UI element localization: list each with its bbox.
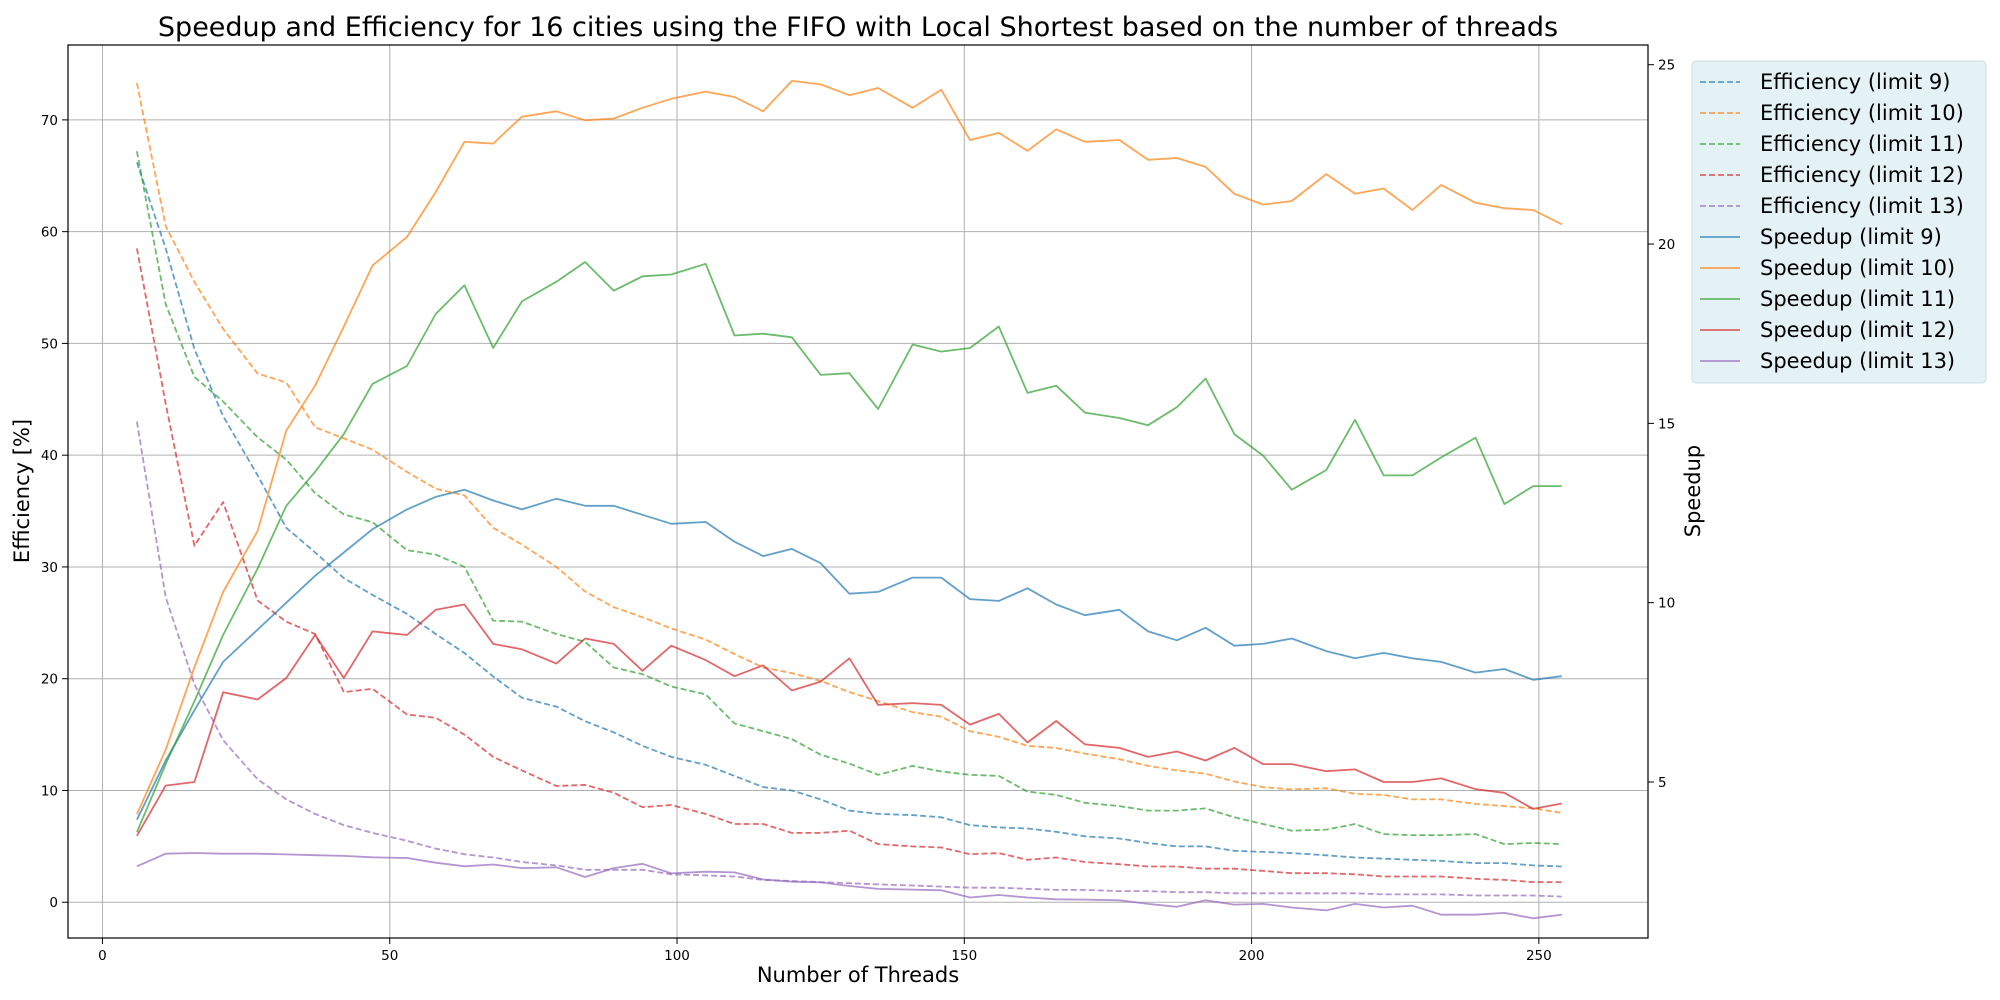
- x-tick-label: 0: [98, 948, 107, 964]
- grid: [68, 45, 1648, 938]
- series-line-speedup-limit-9: [136, 488, 1562, 821]
- series-line-efficiency-limit-11: [136, 151, 1562, 845]
- y-tick-label: 60: [41, 225, 58, 241]
- y2-tick-label: 5: [1658, 775, 1667, 791]
- y-tick-label: 30: [41, 560, 58, 576]
- legend-label-efficiency-limit-10: Efficiency (limit 10): [1760, 101, 1964, 125]
- series-line-speedup-limit-13: [136, 852, 1562, 920]
- plot-frame: [67, 44, 1649, 939]
- legend-label-speedup-limit-10: Speedup (limit 10): [1760, 256, 1955, 280]
- series-line-efficiency-limit-12: [136, 248, 1562, 883]
- x-tick-label: 150: [951, 948, 977, 964]
- y2-tick-label: 10: [1658, 596, 1675, 612]
- y-tick-label: 0: [49, 895, 58, 911]
- legend-label-efficiency-limit-11: Efficiency (limit 11): [1760, 132, 1964, 156]
- legend: Efficiency (limit 9) Efficiency (limit 10…: [1691, 60, 1987, 384]
- chart-title: Speedup and Efficiency for 16 cities usi…: [158, 12, 1558, 43]
- series-line-efficiency-limit-13: [136, 421, 1562, 898]
- legend-label-speedup-limit-11: Speedup (limit 11): [1760, 287, 1955, 311]
- y-tick-label: 40: [41, 448, 58, 464]
- y-axis-label: Efficiency [%]: [10, 419, 34, 563]
- x-tick-label: 50: [381, 948, 398, 964]
- legend-label-efficiency-limit-12: Efficiency (limit 12): [1760, 163, 1964, 187]
- y2-axis-label: Speedup: [1681, 445, 1705, 537]
- x-tick-label: 200: [1239, 948, 1265, 964]
- y-tick-label: 20: [41, 672, 58, 688]
- legend-label-speedup-limit-12: Speedup (limit 12): [1760, 318, 1955, 342]
- legend-label-speedup-limit-13: Speedup (limit 13): [1760, 349, 1955, 373]
- legend-label-efficiency-limit-13: Efficiency (limit 13): [1760, 194, 1964, 218]
- series-line-speedup-limit-11: [136, 261, 1562, 833]
- legend-box: [1691, 60, 1987, 384]
- ticks: 0 50 100 150 200 250 0 10 20 30 40 50 60 70 5 10 15 20 25: [41, 58, 1675, 964]
- y-tick-label: 50: [41, 336, 58, 352]
- legend-label-speedup-limit-9: Speedup (limit 9): [1760, 225, 1942, 249]
- series-line-efficiency-limit-10: [136, 82, 1562, 814]
- series-layer: [136, 80, 1563, 920]
- y-tick-label: 70: [41, 113, 58, 129]
- legend-label-efficiency-limit-9: Efficiency (limit 9): [1760, 70, 1950, 94]
- y2-tick-label: 15: [1658, 416, 1675, 432]
- series-line-speedup-limit-10: [136, 80, 1563, 815]
- y2-tick-label: 20: [1658, 237, 1675, 253]
- y-tick-label: 10: [41, 783, 58, 799]
- series-line-speedup-limit-12: [136, 603, 1562, 837]
- x-tick-label: 250: [1526, 948, 1552, 964]
- y2-tick-label: 25: [1658, 58, 1675, 74]
- series-line-efficiency-limit-9: [136, 162, 1562, 868]
- x-axis-label: Number of Threads: [757, 963, 959, 987]
- x-tick-label: 100: [664, 948, 690, 964]
